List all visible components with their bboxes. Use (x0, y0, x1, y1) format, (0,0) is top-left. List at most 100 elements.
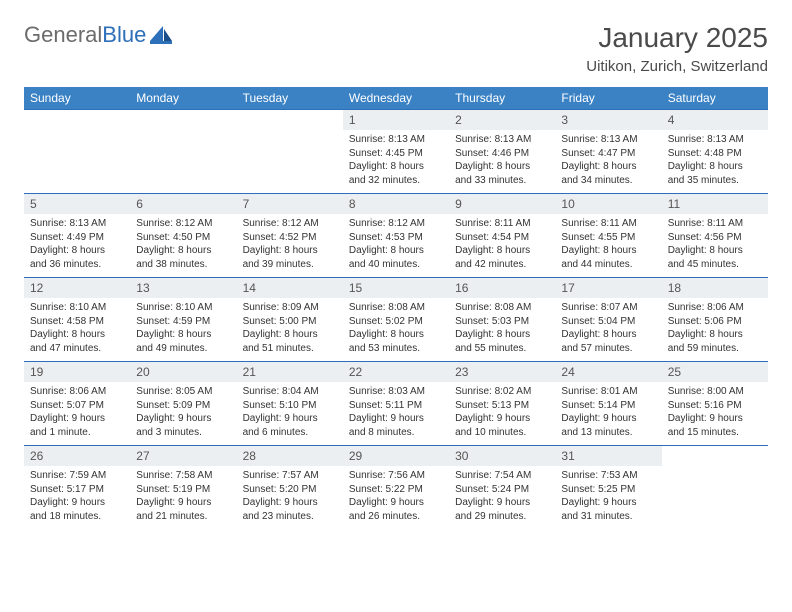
day-number: 17 (555, 278, 661, 298)
day-details: Sunrise: 8:09 AMSunset: 5:00 PMDaylight:… (237, 298, 343, 361)
calendar-day-cell: 23Sunrise: 8:02 AMSunset: 5:13 PMDayligh… (449, 362, 555, 446)
calendar-day-cell: 2Sunrise: 8:13 AMSunset: 4:46 PMDaylight… (449, 110, 555, 194)
day-number: 19 (24, 362, 130, 382)
calendar-week-row: 5Sunrise: 8:13 AMSunset: 4:49 PMDaylight… (24, 194, 768, 278)
calendar-day-cell (24, 110, 130, 194)
calendar-day-cell: 3Sunrise: 8:13 AMSunset: 4:47 PMDaylight… (555, 110, 661, 194)
day-number: 3 (555, 110, 661, 130)
brand-text: GeneralBlue (24, 22, 146, 48)
day-number: 8 (343, 194, 449, 214)
calendar-day-cell (237, 110, 343, 194)
day-number: 1 (343, 110, 449, 130)
day-details: Sunrise: 8:12 AMSunset: 4:52 PMDaylight:… (237, 214, 343, 277)
day-number: 30 (449, 446, 555, 466)
calendar-day-cell: 19Sunrise: 8:06 AMSunset: 5:07 PMDayligh… (24, 362, 130, 446)
day-details: Sunrise: 8:13 AMSunset: 4:46 PMDaylight:… (449, 130, 555, 193)
weekday-header: Sunday (24, 87, 130, 110)
day-details: Sunrise: 7:57 AMSunset: 5:20 PMDaylight:… (237, 466, 343, 529)
day-number: 16 (449, 278, 555, 298)
location-subtitle: Uitikon, Zurich, Switzerland (586, 58, 768, 75)
calendar-week-row: 26Sunrise: 7:59 AMSunset: 5:17 PMDayligh… (24, 446, 768, 530)
day-number: 31 (555, 446, 661, 466)
weekday-header: Tuesday (237, 87, 343, 110)
calendar-week-row: 1Sunrise: 8:13 AMSunset: 4:45 PMDaylight… (24, 110, 768, 194)
day-number: 6 (130, 194, 236, 214)
day-number: 15 (343, 278, 449, 298)
day-number: 2 (449, 110, 555, 130)
day-number: 23 (449, 362, 555, 382)
day-details: Sunrise: 7:56 AMSunset: 5:22 PMDaylight:… (343, 466, 449, 529)
weekday-row: SundayMondayTuesdayWednesdayThursdayFrid… (24, 87, 768, 110)
calendar-day-cell: 24Sunrise: 8:01 AMSunset: 5:14 PMDayligh… (555, 362, 661, 446)
day-number: 10 (555, 194, 661, 214)
day-details: Sunrise: 7:58 AMSunset: 5:19 PMDaylight:… (130, 466, 236, 529)
day-details: Sunrise: 8:00 AMSunset: 5:16 PMDaylight:… (662, 382, 768, 445)
day-number: 20 (130, 362, 236, 382)
day-details: Sunrise: 7:53 AMSunset: 5:25 PMDaylight:… (555, 466, 661, 529)
calendar-day-cell: 31Sunrise: 7:53 AMSunset: 5:25 PMDayligh… (555, 446, 661, 530)
day-details: Sunrise: 8:10 AMSunset: 4:59 PMDaylight:… (130, 298, 236, 361)
calendar-head: SundayMondayTuesdayWednesdayThursdayFrid… (24, 87, 768, 110)
day-number: 26 (24, 446, 130, 466)
day-details: Sunrise: 8:04 AMSunset: 5:10 PMDaylight:… (237, 382, 343, 445)
calendar-day-cell: 6Sunrise: 8:12 AMSunset: 4:50 PMDaylight… (130, 194, 236, 278)
calendar-day-cell: 7Sunrise: 8:12 AMSunset: 4:52 PMDaylight… (237, 194, 343, 278)
page-title: January 2025 (586, 22, 768, 54)
day-details: Sunrise: 7:54 AMSunset: 5:24 PMDaylight:… (449, 466, 555, 529)
day-number: 22 (343, 362, 449, 382)
title-block: January 2025 Uitikon, Zurich, Switzerlan… (586, 22, 768, 75)
day-details: Sunrise: 8:13 AMSunset: 4:48 PMDaylight:… (662, 130, 768, 193)
day-number: 18 (662, 278, 768, 298)
day-number: 5 (24, 194, 130, 214)
day-number: 13 (130, 278, 236, 298)
calendar-day-cell: 14Sunrise: 8:09 AMSunset: 5:00 PMDayligh… (237, 278, 343, 362)
day-details: Sunrise: 8:13 AMSunset: 4:47 PMDaylight:… (555, 130, 661, 193)
day-details: Sunrise: 8:11 AMSunset: 4:56 PMDaylight:… (662, 214, 768, 277)
day-number: 7 (237, 194, 343, 214)
day-details: Sunrise: 8:05 AMSunset: 5:09 PMDaylight:… (130, 382, 236, 445)
day-number: 21 (237, 362, 343, 382)
calendar-page: GeneralBlue January 2025 Uitikon, Zurich… (0, 0, 792, 551)
calendar-day-cell: 30Sunrise: 7:54 AMSunset: 5:24 PMDayligh… (449, 446, 555, 530)
day-number: 12 (24, 278, 130, 298)
day-details: Sunrise: 8:11 AMSunset: 4:55 PMDaylight:… (555, 214, 661, 277)
header: GeneralBlue January 2025 Uitikon, Zurich… (24, 22, 768, 75)
day-details: Sunrise: 8:13 AMSunset: 4:45 PMDaylight:… (343, 130, 449, 193)
day-details: Sunrise: 8:06 AMSunset: 5:06 PMDaylight:… (662, 298, 768, 361)
calendar-day-cell: 4Sunrise: 8:13 AMSunset: 4:48 PMDaylight… (662, 110, 768, 194)
day-details: Sunrise: 8:02 AMSunset: 5:13 PMDaylight:… (449, 382, 555, 445)
day-details: Sunrise: 8:07 AMSunset: 5:04 PMDaylight:… (555, 298, 661, 361)
calendar-day-cell: 18Sunrise: 8:06 AMSunset: 5:06 PMDayligh… (662, 278, 768, 362)
calendar-day-cell: 13Sunrise: 8:10 AMSunset: 4:59 PMDayligh… (130, 278, 236, 362)
day-details: Sunrise: 8:06 AMSunset: 5:07 PMDaylight:… (24, 382, 130, 445)
calendar-table: SundayMondayTuesdayWednesdayThursdayFrid… (24, 87, 768, 529)
day-number: 27 (130, 446, 236, 466)
calendar-day-cell: 10Sunrise: 8:11 AMSunset: 4:55 PMDayligh… (555, 194, 661, 278)
day-details: Sunrise: 8:13 AMSunset: 4:49 PMDaylight:… (24, 214, 130, 277)
weekday-header: Friday (555, 87, 661, 110)
day-details: Sunrise: 8:03 AMSunset: 5:11 PMDaylight:… (343, 382, 449, 445)
day-number: 14 (237, 278, 343, 298)
day-number: 11 (662, 194, 768, 214)
day-details: Sunrise: 8:11 AMSunset: 4:54 PMDaylight:… (449, 214, 555, 277)
calendar-day-cell: 20Sunrise: 8:05 AMSunset: 5:09 PMDayligh… (130, 362, 236, 446)
brand-word-1: General (24, 22, 102, 47)
calendar-day-cell: 22Sunrise: 8:03 AMSunset: 5:11 PMDayligh… (343, 362, 449, 446)
calendar-day-cell: 15Sunrise: 8:08 AMSunset: 5:02 PMDayligh… (343, 278, 449, 362)
day-details: Sunrise: 8:01 AMSunset: 5:14 PMDaylight:… (555, 382, 661, 445)
day-details: Sunrise: 8:08 AMSunset: 5:02 PMDaylight:… (343, 298, 449, 361)
weekday-header: Thursday (449, 87, 555, 110)
day-details: Sunrise: 7:59 AMSunset: 5:17 PMDaylight:… (24, 466, 130, 529)
calendar-day-cell: 21Sunrise: 8:04 AMSunset: 5:10 PMDayligh… (237, 362, 343, 446)
day-details: Sunrise: 8:10 AMSunset: 4:58 PMDaylight:… (24, 298, 130, 361)
calendar-day-cell: 26Sunrise: 7:59 AMSunset: 5:17 PMDayligh… (24, 446, 130, 530)
calendar-body: 1Sunrise: 8:13 AMSunset: 4:45 PMDaylight… (24, 110, 768, 530)
day-number: 24 (555, 362, 661, 382)
calendar-day-cell (662, 446, 768, 530)
weekday-header: Saturday (662, 87, 768, 110)
calendar-day-cell: 16Sunrise: 8:08 AMSunset: 5:03 PMDayligh… (449, 278, 555, 362)
weekday-header: Wednesday (343, 87, 449, 110)
calendar-day-cell: 17Sunrise: 8:07 AMSunset: 5:04 PMDayligh… (555, 278, 661, 362)
calendar-day-cell: 9Sunrise: 8:11 AMSunset: 4:54 PMDaylight… (449, 194, 555, 278)
day-number: 25 (662, 362, 768, 382)
